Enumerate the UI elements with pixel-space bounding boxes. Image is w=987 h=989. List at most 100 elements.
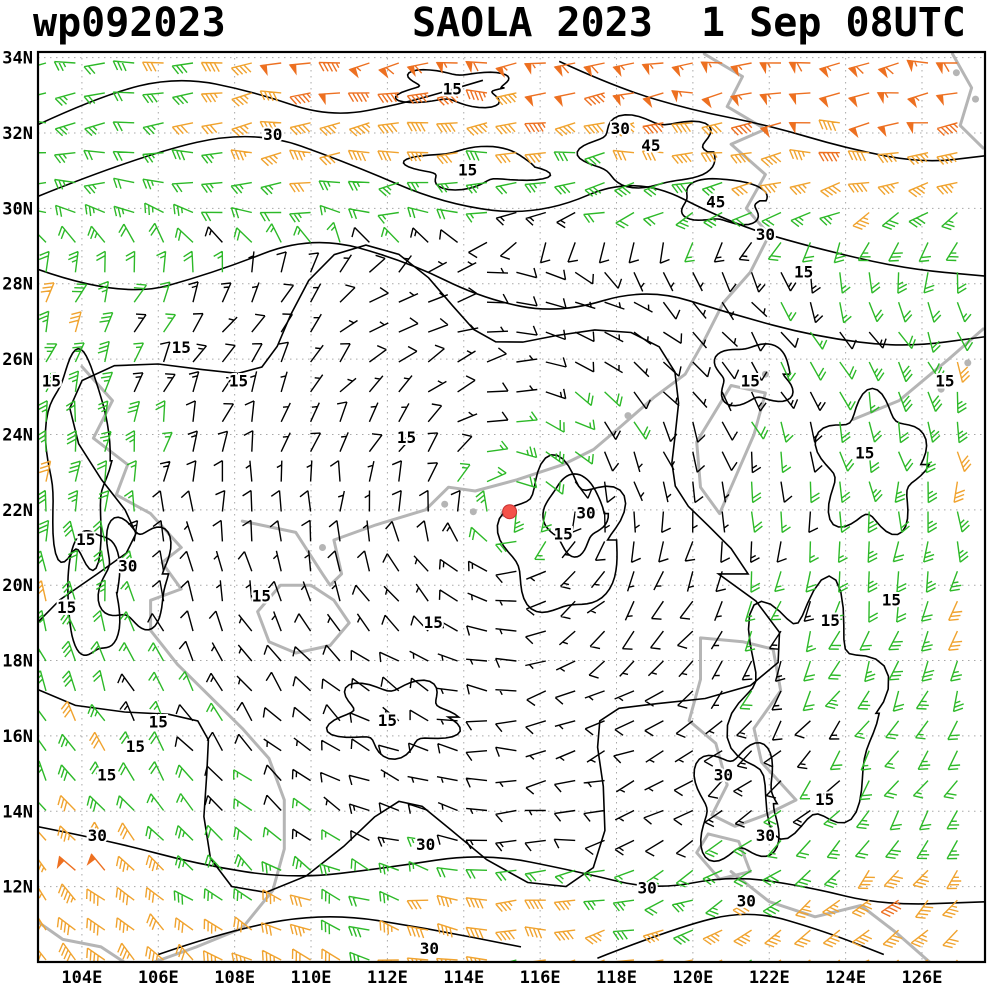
y-axis-tick-label: 20N <box>2 576 33 596</box>
small-island <box>972 95 979 103</box>
chart-title: SAOLA 2023 1 Sep 08UTC <box>412 0 966 46</box>
y-axis-tick-label: 30N <box>2 199 33 219</box>
isotach-15 <box>814 387 931 536</box>
x-axis-tick-label: 106E <box>138 968 179 988</box>
isotach-label: 15 <box>424 613 443 632</box>
isotach-30 <box>542 473 610 558</box>
isotach-label: 15 <box>397 428 416 447</box>
isotach-label: 15 <box>443 80 462 99</box>
plot-frame <box>36 50 987 964</box>
isotach-label: 30 <box>611 119 630 138</box>
isotach-30 <box>97 516 172 631</box>
axis-labels: 104E 106E 108E 110E 112E 114E 116E 118E 120E 122E… <box>2 49 942 988</box>
isotach-label: 30 <box>416 835 435 854</box>
isotach-15 <box>394 68 510 109</box>
small-island <box>937 385 945 393</box>
isotach-15 <box>38 241 985 346</box>
x-axis-tick-label: 118E <box>596 968 637 988</box>
y-axis-tick-label: 16N <box>2 727 33 747</box>
isotach-contours <box>38 60 985 959</box>
isotach-30 <box>158 916 522 956</box>
isotach-label: 15 <box>42 372 61 391</box>
isotach-label: 15 <box>378 711 397 730</box>
x-axis-tick-label: 108E <box>214 968 255 988</box>
isotach-label: 45 <box>706 193 725 212</box>
x-axis-tick-label: 122E <box>749 968 790 988</box>
storm-center-marker <box>502 504 518 520</box>
x-axis-tick-label: 104E <box>61 968 102 988</box>
luzon-island <box>687 636 798 828</box>
y-axis-tick-label: 24N <box>2 426 33 446</box>
kyushu-coast <box>951 52 985 150</box>
isotach-label: 15 <box>794 262 813 281</box>
isotach-label: 30 <box>756 225 775 244</box>
small-island <box>319 544 326 551</box>
isotach-label: 15 <box>57 598 76 617</box>
taiwan-island <box>695 384 767 516</box>
isotach-30 <box>38 135 985 277</box>
isotach-label: 45 <box>641 136 660 155</box>
small-island <box>469 508 477 516</box>
y-axis-tick-label: 22N <box>2 501 33 521</box>
x-axis-tick-label: 114E <box>443 968 484 988</box>
y-axis-tick-label: 28N <box>2 275 33 295</box>
wind-barb-set <box>38 61 972 962</box>
isotach-label: 30 <box>737 892 756 911</box>
isotach-label: 15 <box>458 161 477 180</box>
hainan-island <box>256 583 351 655</box>
isotach-label: 30 <box>576 504 595 523</box>
vietnam-coast <box>149 546 286 962</box>
small-island <box>441 500 449 508</box>
y-axis-tick-label: 18N <box>2 652 33 672</box>
y-axis-tick-label: 32N <box>2 124 33 144</box>
x-axis-tick-label: 124E <box>825 968 866 988</box>
isotach-label: 15 <box>935 372 954 391</box>
isotach-30 <box>693 741 780 863</box>
x-axis-tick-label: 120E <box>672 968 713 988</box>
isotach-15 <box>402 145 552 191</box>
wind-barb-pennants <box>56 59 944 870</box>
isotach-30 <box>38 825 985 905</box>
isotach-label: 15 <box>126 737 145 756</box>
isotach-label: 30 <box>118 556 137 575</box>
isotach-45 <box>576 113 716 189</box>
isotach-15 <box>726 575 890 841</box>
inland-border-river <box>80 365 183 549</box>
isotach-label: 15 <box>76 530 95 549</box>
isotach-label: 15 <box>229 372 248 391</box>
wind-barb-set <box>117 211 887 858</box>
y-axis-tick-label: 34N <box>2 49 33 69</box>
x-axis-tick-label: 126E <box>902 968 943 988</box>
isotach-label: 15 <box>882 590 901 609</box>
isotach-label: 15 <box>97 766 116 785</box>
isotach-30 <box>597 913 885 959</box>
isotach-label: 15 <box>821 611 840 630</box>
isotach-label: 30 <box>420 939 439 958</box>
small-island <box>624 412 632 420</box>
x-axis-tick-label: 110E <box>291 968 332 988</box>
isotach-label: 15 <box>172 338 191 357</box>
isotach-45 <box>680 177 769 226</box>
isotach-label: 30 <box>714 766 733 785</box>
isotach-label: 15 <box>149 713 168 732</box>
gulf-of-thailand-coast <box>38 920 126 962</box>
isotach-30 <box>38 79 484 126</box>
storm-id-label: wp092023 <box>33 0 226 46</box>
isotach-label: 30 <box>756 826 775 845</box>
isotach-label: 15 <box>815 790 834 809</box>
x-axis-tick-label: 112E <box>367 968 408 988</box>
isotach-label: 30 <box>88 826 107 845</box>
isotach-label: 15 <box>252 587 271 606</box>
small-island <box>964 359 972 367</box>
isotach-15 <box>558 60 985 162</box>
visayas-chain <box>729 870 932 962</box>
isotach-15 <box>713 343 794 407</box>
isotach-label: 15 <box>855 443 874 462</box>
isotach-label: 30 <box>637 879 656 898</box>
wind-barb-set <box>58 59 959 918</box>
mindoro-island <box>695 832 752 881</box>
chart-header: wp092023 SAOLA 2023 1 Sep 08UTC <box>0 0 987 50</box>
